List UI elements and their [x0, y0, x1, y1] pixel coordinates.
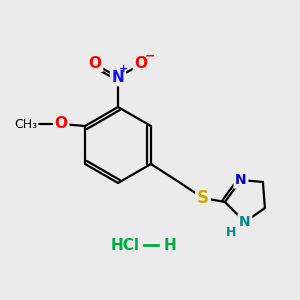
Text: H: H: [164, 238, 177, 253]
Text: N: N: [235, 173, 247, 187]
Text: O: O: [134, 56, 148, 70]
Text: N: N: [239, 215, 251, 229]
Text: S: S: [197, 189, 209, 207]
Text: O: O: [55, 116, 68, 131]
Text: H: H: [226, 226, 236, 238]
Text: −: −: [145, 50, 155, 62]
Text: CH₃: CH₃: [14, 118, 37, 130]
Text: HCl: HCl: [111, 238, 140, 253]
Text: N: N: [112, 70, 124, 85]
Text: +: +: [119, 64, 129, 74]
Text: O: O: [88, 56, 101, 70]
